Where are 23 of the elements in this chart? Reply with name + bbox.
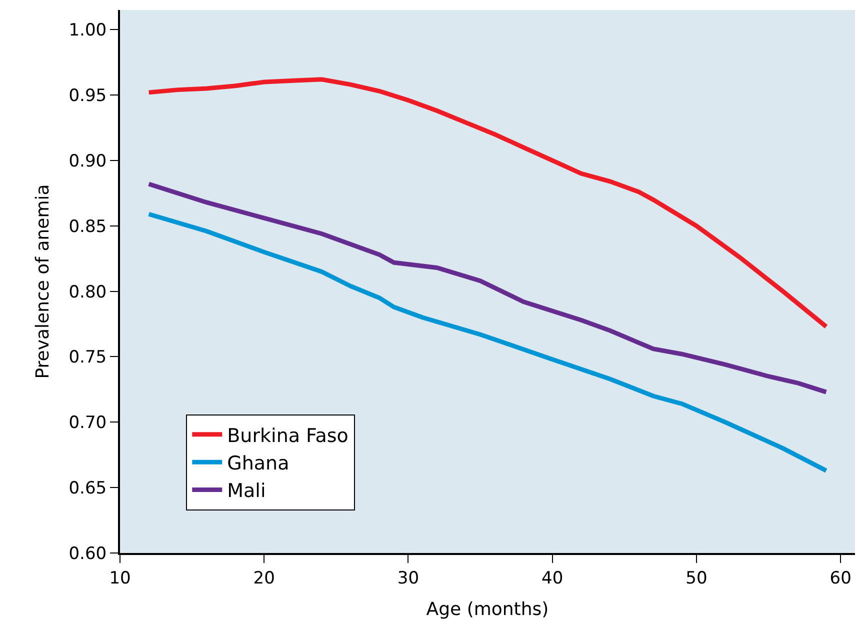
x-tick-label: 60 xyxy=(830,568,852,588)
legend-label: Burkina Faso xyxy=(227,424,348,447)
y-tick-label: 0.75 xyxy=(68,348,107,368)
x-tick-label: 50 xyxy=(686,568,708,588)
x-axis-title: Age (months) xyxy=(426,599,549,620)
x-tick-label: 30 xyxy=(397,568,420,588)
y-tick-label: 0.95 xyxy=(68,86,107,106)
x-tick-label: 40 xyxy=(542,568,564,588)
y-tick-label: 0.80 xyxy=(68,282,107,302)
y-tick-label: 0.90 xyxy=(68,151,107,172)
x-tick-label: 20 xyxy=(253,568,275,588)
x-tick-label: 10 xyxy=(109,568,131,588)
y-tick-label: 0.85 xyxy=(68,216,107,237)
line-series xyxy=(146,77,828,329)
y-tick-label: 0.70 xyxy=(68,413,107,434)
y-axis-title: Prevalence of anemia xyxy=(32,184,54,379)
legend-label: Ghana xyxy=(227,452,290,474)
y-tick-label: 0.60 xyxy=(68,544,107,564)
line-series xyxy=(146,212,828,473)
line-series xyxy=(146,182,828,394)
legend-label: Mali xyxy=(227,480,266,502)
y-tick-label: 0.65 xyxy=(68,478,107,499)
y-tick-label: 1.00 xyxy=(68,20,107,41)
